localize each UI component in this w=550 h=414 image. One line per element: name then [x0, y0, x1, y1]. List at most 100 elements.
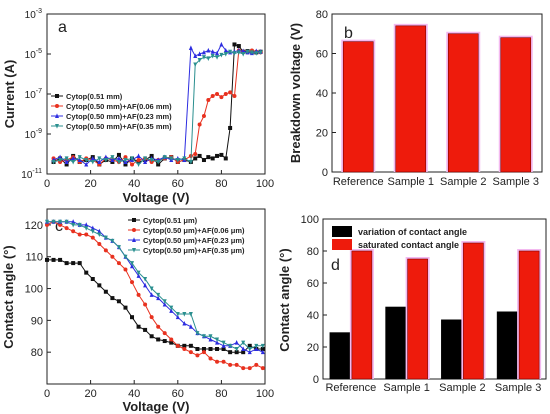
panel-a-data-point: [228, 125, 233, 130]
panel-c-data-point: [215, 347, 220, 351]
panel-d-category-label: Sample 3: [495, 382, 541, 394]
panel-d-legend-swatch: [332, 226, 352, 237]
panel-a-data-point: [156, 159, 161, 165]
panel-a-data-point: [149, 158, 154, 163]
panel-a-y-tick-label: 10-11: [21, 168, 42, 181]
panel-c-legend-entry: Cytop(0.50 μm)+AF(0.35 μm): [143, 246, 245, 255]
panel-a-data-point: [193, 152, 198, 156]
panel-b-label: b: [344, 25, 353, 42]
panel-d-category-label: Sample 2: [439, 382, 485, 394]
panel-a-data-point: [232, 93, 237, 98]
panel-c-data-point: [130, 280, 135, 285]
panel-c-data-point: [116, 245, 121, 250]
panel-c-y-axis: 80 90 100 110 120: [25, 220, 51, 359]
panel-c-data-point: [143, 327, 148, 332]
panel-b-category-label: Reference: [333, 176, 384, 188]
panel-d-bar: [385, 306, 406, 380]
panel-a-data-point: [206, 47, 211, 53]
panel-a-data-point: [143, 156, 148, 162]
panel-a-series-4: [51, 49, 263, 168]
panel-d-y-tick-label: 100: [301, 214, 319, 226]
panel-c-data-point: [90, 277, 95, 281]
panel-b-ylabel: Breakdown voltage (V): [288, 23, 303, 163]
panel-c-data-point: [162, 331, 167, 336]
panel-c: c Voltage (V) Contact angle (°) 02040608…: [1, 208, 274, 414]
panel-a-data-point: [219, 52, 224, 58]
panel-a-ylabel: Current (A): [2, 60, 17, 129]
panel-a-data-point: [103, 154, 108, 160]
panel-c-ylabel: Contact angle (°): [1, 245, 16, 348]
panel-c-data-point: [188, 312, 193, 317]
panel-d-y-tick-label: 60: [307, 278, 319, 290]
panel-a-legend-swatch-marker: [55, 124, 59, 129]
panel-a-data-point: [64, 159, 69, 164]
panel-c-data-point: [221, 359, 226, 364]
panel-a-legend-entry: Cytop(0.50 mm)+AF(0.06 mm): [66, 102, 172, 111]
panel-c-data-point: [143, 277, 148, 282]
panel-a-data-point: [97, 159, 102, 164]
panel-c-data-point: [84, 222, 89, 227]
panel-a-data-point: [77, 157, 82, 163]
panel-c-data-point: [97, 232, 102, 238]
panel-d-bar: [463, 242, 484, 380]
panel-a-data-point: [169, 156, 174, 162]
panel-b-bar: [500, 37, 532, 173]
panel-a-data-point: [193, 62, 198, 68]
panel-d-ylabel: Contact angle (°): [277, 248, 292, 351]
panel-d-legend-swatch: [332, 239, 352, 250]
panel-a-data-point: [210, 53, 215, 59]
panel-d-legend-entry: saturated contact angle: [358, 240, 459, 250]
panel-a-data-point: [206, 98, 211, 103]
panel-a-y-tick-base: 10: [25, 90, 37, 101]
panel-c-x-axis: 0 20 40 60 80 100: [44, 380, 274, 400]
panel-a-data-point: [197, 51, 202, 56]
panel-c-data-point: [51, 219, 56, 225]
panel-c-data-point: [234, 362, 239, 367]
panel-c-data-point: [175, 343, 180, 348]
panel-d-y-tick-label: 20: [307, 342, 319, 354]
panel-c-data-point: [260, 343, 265, 349]
panel-a-y-tick-exponent: -5: [36, 48, 42, 55]
panel-c-x-tick-label: 20: [84, 388, 96, 400]
panel-c-data-point: [136, 292, 141, 297]
panel-a-data-point: [97, 156, 102, 162]
panel-c-data-point: [221, 343, 226, 348]
panel-c-data-point: [234, 350, 239, 355]
panel-c-data-point: [208, 347, 213, 351]
panel-c-data-point: [195, 353, 200, 358]
panel-c-data-point: [71, 222, 76, 228]
panel-a-data-point: [223, 156, 228, 161]
panel-b: b Breakdown voltage (V) 0 20 40 60 80 Refere…: [288, 9, 543, 188]
panel-c-legend-swatch-marker: [132, 218, 136, 222]
panel-c-data-point: [143, 302, 148, 307]
panel-c-legend-entry: Cytop(0.51 μm): [143, 216, 198, 225]
panel-c-data-point: [71, 261, 76, 266]
panel-a-data-point: [71, 159, 76, 165]
panel-c-data-point: [169, 308, 174, 313]
panel-a-y-tick-base: 10: [25, 10, 37, 21]
panel-c-legend-entry: Cytop(0.50 μm)+AF(0.06 μm): [143, 226, 245, 235]
panel-c-x-tick-label: 100: [256, 388, 274, 400]
panel-a-label: a: [58, 19, 67, 36]
panel-a-legend-swatch-marker: [55, 104, 59, 108]
panel-a-y-tick-label: 10-7: [25, 88, 42, 101]
panel-c-data-point: [45, 219, 49, 225]
panel-c-data-point: [143, 282, 148, 288]
panel-a-y-tick-label: 10-9: [25, 128, 42, 141]
panel-b-bar: [342, 41, 374, 173]
panel-a-y-tick-exponent: -9: [36, 128, 42, 135]
panel-a-data-point: [232, 51, 237, 56]
panel-d-label: d: [331, 257, 340, 274]
panel-c-data-point: [156, 292, 161, 298]
panel-a-data-point: [123, 162, 128, 167]
panel-a-data-point: [236, 50, 241, 56]
panel-c-data-point: [103, 289, 108, 294]
panel-b-bar: [447, 33, 479, 173]
panel-d-legend-entry: variation of contact angle: [358, 227, 467, 237]
panel-d-y-tick-label: 40: [307, 310, 319, 322]
panel-a-data-point: [197, 122, 202, 127]
panel-a-data-point: [77, 155, 82, 160]
panel-c-data-point: [254, 346, 259, 351]
panel-c-series-2: [45, 219, 265, 371]
